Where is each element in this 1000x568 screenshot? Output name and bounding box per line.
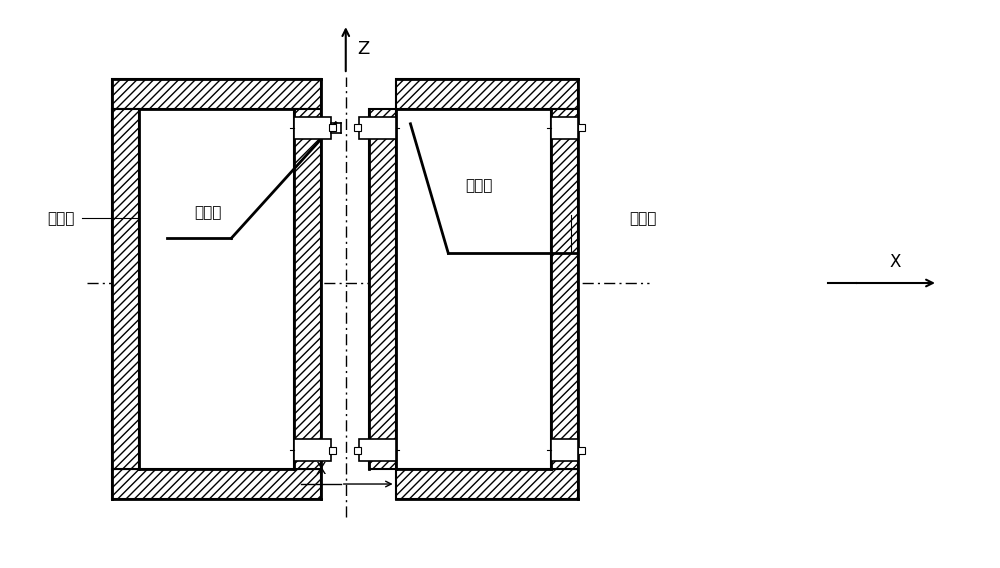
Bar bbox=[112, 469, 321, 499]
Bar bbox=[396, 469, 578, 499]
Bar bbox=[578, 446, 585, 454]
Bar bbox=[112, 109, 139, 469]
Bar bbox=[396, 79, 578, 109]
Bar bbox=[329, 446, 336, 454]
Bar bbox=[354, 124, 361, 131]
Bar bbox=[139, 109, 294, 469]
Bar bbox=[396, 109, 551, 469]
Bar bbox=[369, 109, 396, 469]
Text: 定位销: 定位销 bbox=[195, 205, 222, 220]
Bar bbox=[359, 439, 396, 461]
Bar bbox=[551, 109, 578, 469]
Text: 舱段一: 舱段一 bbox=[47, 211, 75, 226]
Bar bbox=[294, 439, 331, 461]
Bar bbox=[359, 117, 396, 139]
Text: 舱段二: 舱段二 bbox=[629, 211, 657, 226]
Text: X: X bbox=[316, 462, 326, 477]
Bar bbox=[551, 439, 578, 461]
Bar bbox=[578, 124, 585, 131]
Bar bbox=[329, 124, 336, 131]
Bar bbox=[551, 117, 578, 139]
Bar bbox=[354, 446, 361, 454]
Bar bbox=[294, 117, 331, 139]
Bar bbox=[112, 79, 321, 109]
Bar bbox=[294, 109, 321, 469]
Text: X: X bbox=[889, 253, 901, 271]
Text: Z: Z bbox=[358, 40, 370, 58]
Text: 定位孔: 定位孔 bbox=[465, 178, 493, 194]
